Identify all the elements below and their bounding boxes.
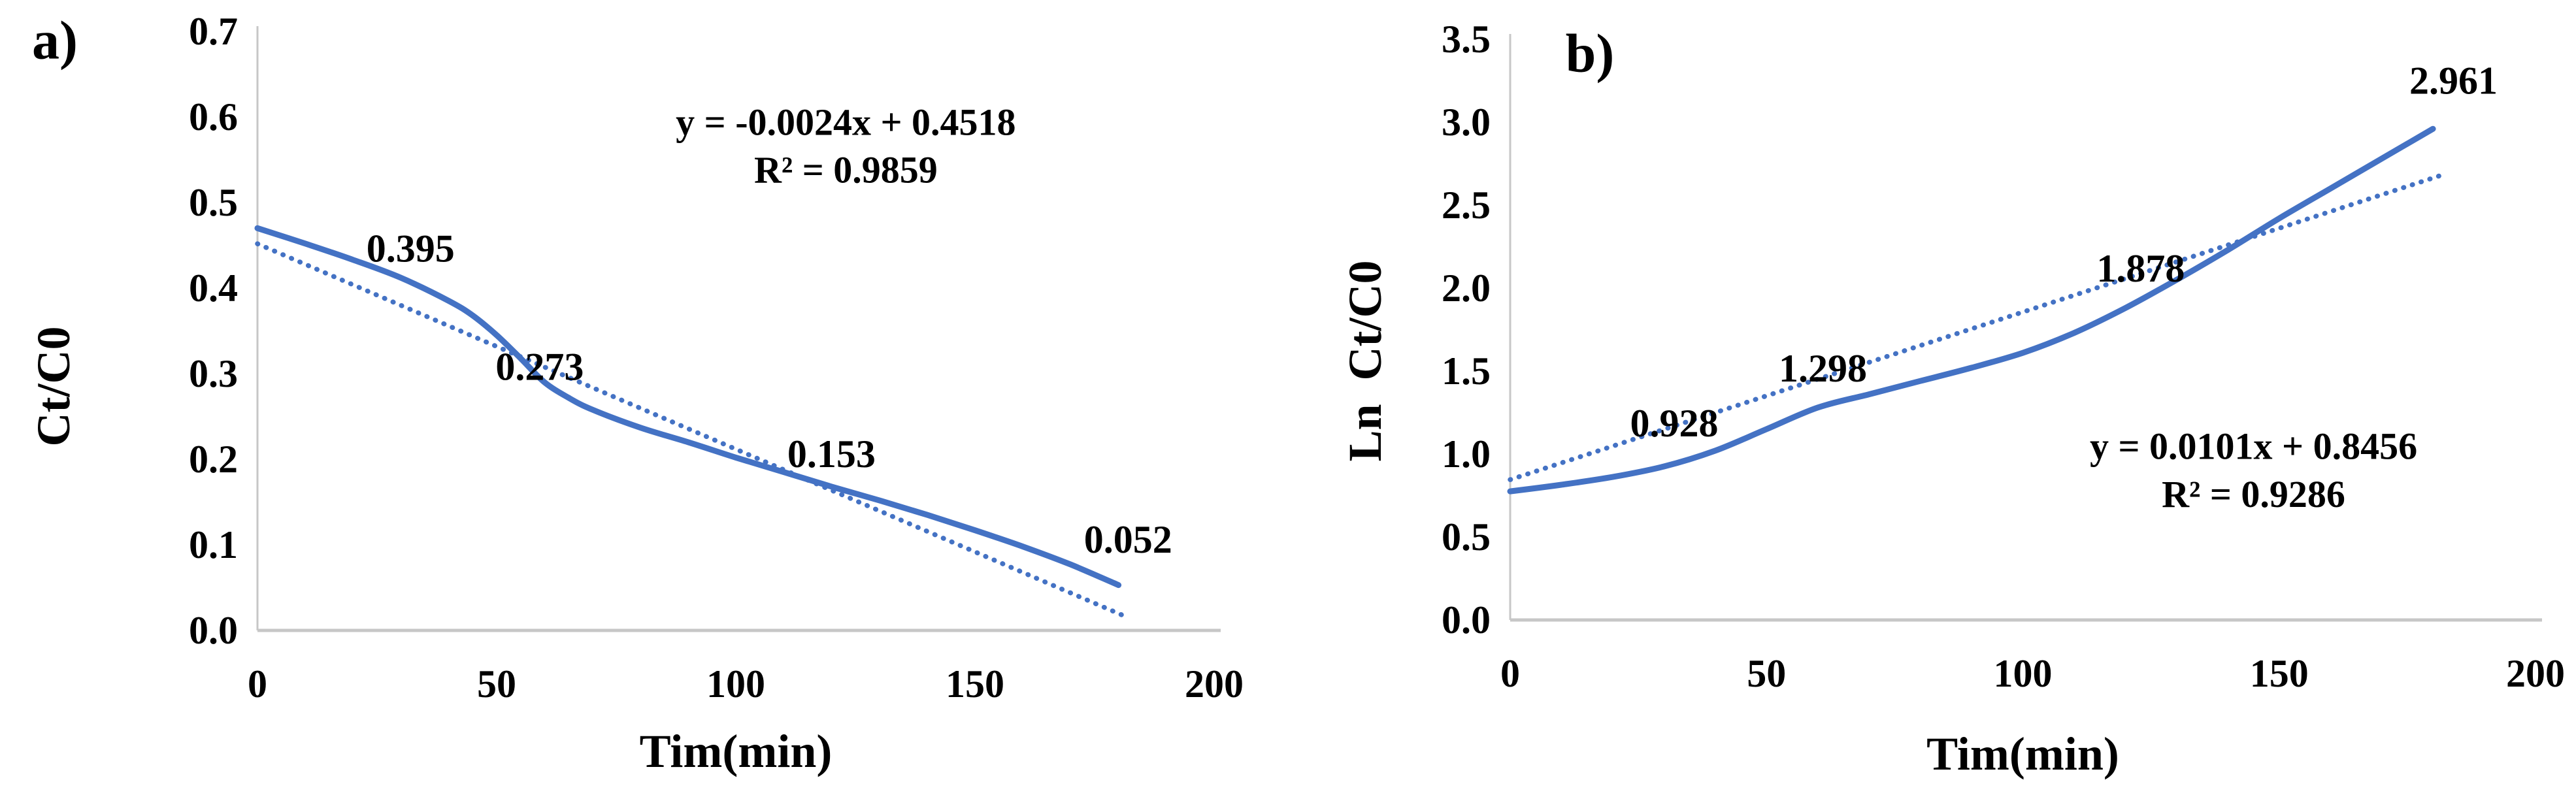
y-tick-label: 1.5 xyxy=(1442,350,1491,393)
data-label: 0.273 xyxy=(495,346,584,389)
y-tick-label: 0.2 xyxy=(189,438,238,481)
y-tick-label: 0.5 xyxy=(189,181,238,224)
x-tick-label: 150 xyxy=(2250,652,2309,695)
x-tick-label: 100 xyxy=(1994,652,2053,695)
x-tick-label: 0 xyxy=(248,662,267,706)
y-tick-label: 1.0 xyxy=(1442,432,1491,476)
data-label: 2.961 xyxy=(2409,59,2498,103)
data-label: 0.153 xyxy=(787,432,876,476)
x-tick-label: 100 xyxy=(706,662,765,706)
y-tick-label: 0.5 xyxy=(1442,515,1491,559)
y-tick-label: 0.6 xyxy=(189,95,238,138)
data-label: 0.928 xyxy=(1630,402,1719,445)
x-axis-title: Tim(min) xyxy=(640,725,833,777)
y-tick-label: 3.5 xyxy=(1442,18,1491,61)
y-axis-title: Ln Ct/C0 xyxy=(1339,260,1391,461)
series-line xyxy=(1507,125,2436,495)
y-tick-label: 0.1 xyxy=(189,523,238,566)
y-tick-label: 2.0 xyxy=(1442,267,1491,310)
trendline-dotted xyxy=(255,241,1131,621)
equation-line2: R² = 0.9859 xyxy=(754,149,938,191)
x-axis-title: Tim(min) xyxy=(1926,728,2119,780)
series-line xyxy=(254,225,1122,589)
panel-a-chart: 0.0 0.1 0.2 0.3 0.4 0.5 0.6 0.7 0 50 100 150 200 Tim(… xyxy=(27,10,1244,777)
y-tick-label: 0.0 xyxy=(189,609,238,652)
y-tick-label: 2.5 xyxy=(1442,184,1491,227)
data-label: 1.298 xyxy=(1779,347,1867,390)
y-tick-label: 0.7 xyxy=(189,10,238,53)
data-label: 1.878 xyxy=(2096,247,2185,290)
x-tick-label: 50 xyxy=(477,662,516,706)
y-tick-label: 3.0 xyxy=(1442,101,1491,144)
equation-line1: y = -0.0024x + 0.4518 xyxy=(676,101,1016,143)
trendline-dotted xyxy=(1508,172,2446,482)
equation-line2: R² = 0.9286 xyxy=(2162,473,2345,515)
x-tick-label: 200 xyxy=(1185,662,1244,706)
x-tick-label: 50 xyxy=(1747,652,1786,695)
y-tick-label: 0.0 xyxy=(1442,598,1491,642)
x-tick-label: 0 xyxy=(1500,652,1520,695)
panel-letter: a) xyxy=(32,10,78,71)
data-label: 0.395 xyxy=(367,227,455,270)
y-tick-label: 0.4 xyxy=(189,267,238,310)
panel-b-chart: 0.0 0.5 1.0 1.5 2.0 2.5 3.0 3.5 0 50 100 150 200 Tim(… xyxy=(1339,18,2565,780)
y-tick-label: 0.3 xyxy=(189,352,238,395)
panel-letter: b) xyxy=(1566,24,1615,84)
x-tick-label: 200 xyxy=(2506,652,2565,695)
x-tick-label: 150 xyxy=(946,662,1004,706)
y-axis-title: Ct/C0 xyxy=(27,327,80,447)
data-label: 0.052 xyxy=(1084,518,1172,561)
equation-line1: y = 0.0101x + 0.8456 xyxy=(2090,425,2417,468)
